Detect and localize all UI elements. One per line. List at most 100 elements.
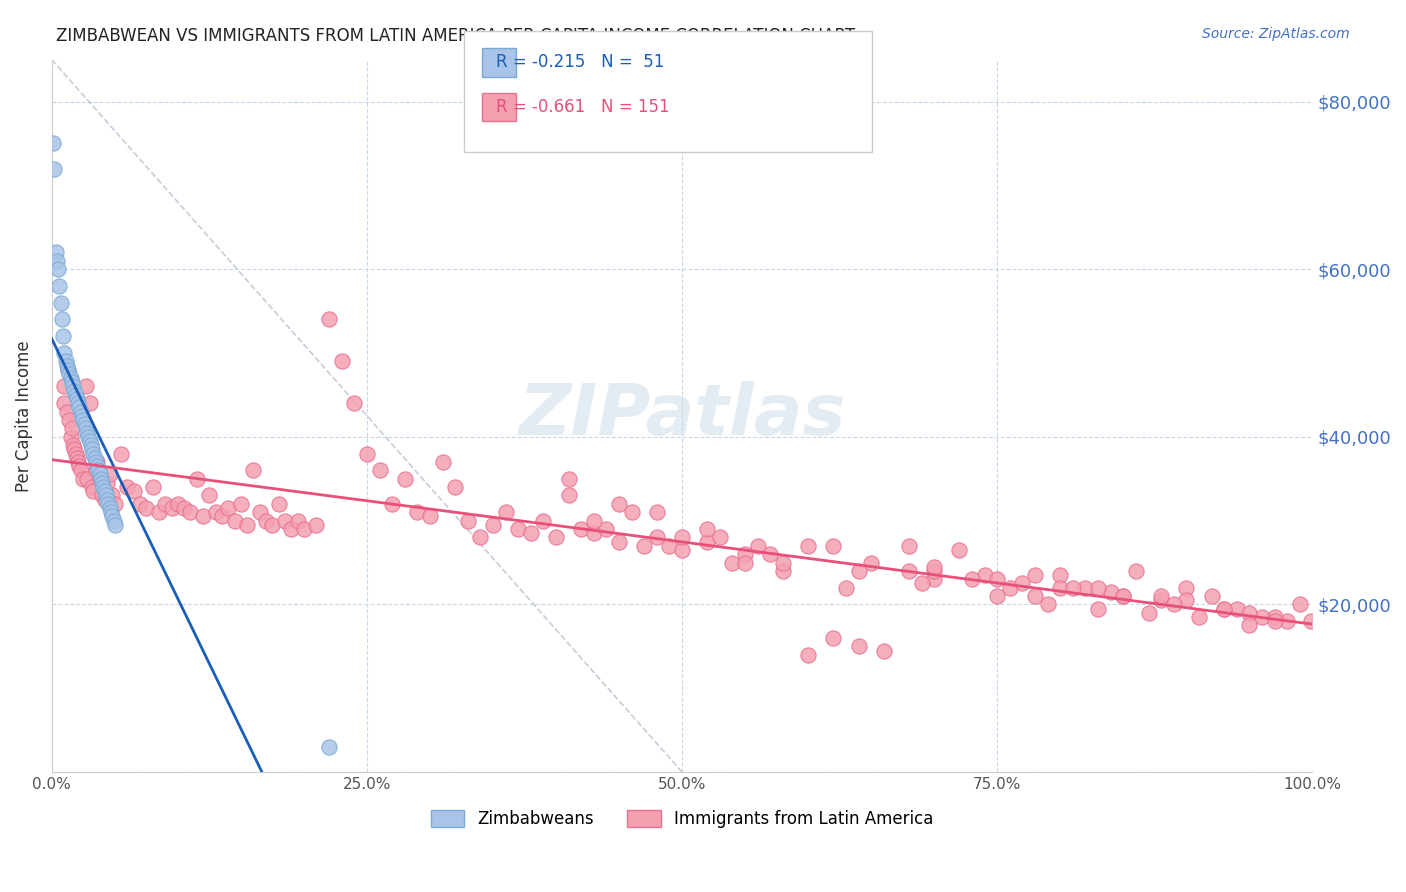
Point: [1112, 589, 1135, 603]
Point: [1024, 568, 1046, 582]
Point: [759, 547, 782, 561]
Point: [671, 543, 693, 558]
Point: [772, 564, 794, 578]
Point: [1264, 610, 1286, 624]
Point: [1275, 614, 1298, 628]
Point: [1049, 568, 1071, 582]
Point: [211, 509, 233, 524]
Point: [557, 488, 579, 502]
Point: [620, 505, 643, 519]
Point: [53, 379, 76, 393]
Point: [797, 648, 820, 662]
Point: [1188, 610, 1211, 624]
Point: [66, 450, 89, 465]
Point: [86, 459, 108, 474]
Point: [72, 413, 94, 427]
Point: [98, 501, 121, 516]
Point: [93, 480, 115, 494]
Text: ZIMBABWEAN VS IMMIGRANTS FROM LATIN AMERICA PER CAPITA INCOME CORRELATION CHART: ZIMBABWEAN VS IMMIGRANTS FROM LATIN AMER…: [56, 27, 855, 45]
Point: [87, 463, 110, 477]
Point: [595, 522, 617, 536]
Point: [91, 475, 114, 490]
Point: [557, 472, 579, 486]
Point: [1175, 581, 1198, 595]
Y-axis label: Per Capita Income: Per Capita Income: [15, 340, 32, 491]
Point: [948, 543, 970, 558]
Point: [67, 455, 90, 469]
Point: [96, 492, 118, 507]
Point: [101, 509, 124, 524]
Point: [318, 312, 340, 326]
Point: [305, 517, 328, 532]
Point: [62, 438, 84, 452]
Point: [368, 463, 391, 477]
Point: [44, 161, 66, 176]
Point: [148, 505, 170, 519]
Point: [287, 514, 309, 528]
Point: [117, 480, 139, 494]
Point: [56, 359, 79, 373]
Point: [1264, 614, 1286, 628]
Point: [318, 739, 340, 754]
Point: [470, 530, 492, 544]
Point: [1099, 584, 1122, 599]
Point: [582, 526, 605, 541]
Legend: Zimbabweans, Immigrants from Latin America: Zimbabweans, Immigrants from Latin Ameri…: [425, 804, 941, 835]
Point: [922, 564, 945, 578]
Point: [1251, 610, 1274, 624]
Point: [1036, 598, 1059, 612]
Point: [89, 472, 111, 486]
Point: [76, 472, 98, 486]
Point: [42, 136, 65, 151]
Point: [56, 362, 79, 376]
Point: [860, 556, 883, 570]
Point: [1288, 598, 1310, 612]
Point: [51, 312, 73, 326]
Point: [356, 446, 378, 460]
Point: [63, 384, 86, 398]
Point: [80, 480, 103, 494]
Point: [381, 497, 404, 511]
Point: [69, 404, 91, 418]
Point: [45, 253, 67, 268]
Point: [582, 514, 605, 528]
Point: [82, 446, 104, 460]
Point: [1112, 589, 1135, 603]
Point: [93, 484, 115, 499]
Text: Source: ZipAtlas.com: Source: ZipAtlas.com: [1202, 27, 1350, 41]
Point: [910, 576, 932, 591]
Point: [508, 522, 530, 536]
Point: [82, 484, 104, 499]
Point: [89, 467, 111, 482]
Point: [96, 475, 118, 490]
Point: [84, 455, 107, 469]
Point: [267, 497, 290, 511]
Point: [671, 530, 693, 544]
Point: [274, 514, 297, 528]
Point: [1087, 581, 1109, 595]
Point: [75, 421, 97, 435]
Point: [67, 396, 90, 410]
Point: [823, 539, 845, 553]
Point: [848, 640, 870, 654]
Point: [65, 388, 87, 402]
Point: [262, 517, 284, 532]
Point: [1087, 601, 1109, 615]
Point: [1024, 589, 1046, 603]
Point: [343, 396, 366, 410]
Point: [104, 517, 127, 532]
Point: [129, 497, 152, 511]
Point: [101, 488, 124, 502]
Point: [224, 514, 246, 528]
Point: [898, 539, 921, 553]
Point: [56, 404, 79, 418]
Point: [186, 472, 208, 486]
Point: [607, 534, 630, 549]
Point: [62, 379, 84, 393]
Point: [60, 421, 83, 435]
Point: [198, 488, 221, 502]
Point: [84, 463, 107, 477]
Point: [482, 517, 505, 532]
Point: [229, 497, 252, 511]
Point: [520, 526, 543, 541]
